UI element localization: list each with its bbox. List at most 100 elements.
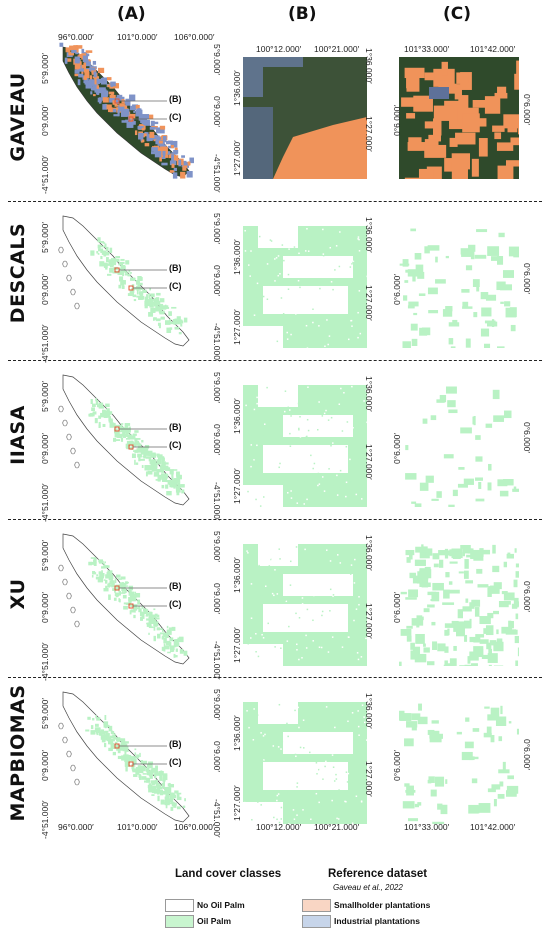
detail-map-b — [243, 385, 367, 507]
callout-label-b: (B) — [169, 263, 182, 273]
legend-swatch-oil-palm — [165, 915, 194, 928]
legend-land-cover-title: Land cover classes — [175, 868, 282, 880]
a-right-lat: -4°51.000′ — [212, 154, 222, 193]
b-right-lat: 1°27.000′ — [364, 761, 374, 797]
detail-map-c — [399, 226, 519, 348]
a-right-lat: 5°9.000′ — [212, 689, 222, 720]
row-separator-1 — [8, 201, 542, 202]
detail-map-c — [399, 702, 519, 824]
detail-map-c — [399, 544, 519, 666]
c-top-lon-1: 101°33.000′ — [404, 44, 450, 54]
c-right-lat: 0°6.000′ — [522, 94, 532, 125]
callout-label-c: (C) — [169, 281, 182, 291]
a-left-lat: 0°9.000′ — [40, 274, 50, 305]
column-a-header: (A) — [117, 4, 146, 24]
c-right-lat: 0°6.000′ — [522, 263, 532, 294]
b-left-lat: 1°27.000′ — [232, 140, 242, 176]
a-right-lat: 0°9.000′ — [212, 265, 222, 296]
b-left-lat: 1°36.000′ — [232, 239, 242, 275]
a-right-lat: 0°9.000′ — [212, 741, 222, 772]
a-bottom-lon-1: 96°0.000′ — [58, 822, 94, 832]
row-label-gaveau: GAVEAU — [7, 72, 29, 162]
c-bottom-lon-2: 101°42.000′ — [470, 822, 516, 832]
b-right-lat: 1°36.000′ — [364, 693, 374, 729]
row-label-iiasa: IIASA — [7, 405, 29, 465]
a-left-lat: 5°9.000′ — [40, 381, 50, 412]
a-left-lat: -4°51.000′ — [40, 155, 50, 194]
b-left-lat: 1°36.000′ — [232, 398, 242, 434]
detail-map-c — [399, 385, 519, 507]
callout-label-b: (B) — [169, 739, 182, 749]
b-right-lat: 1°27.000′ — [364, 444, 374, 480]
a-left-lat: 0°9.000′ — [40, 105, 50, 136]
row-label-xu: XU — [7, 578, 29, 610]
a-bottom-lon-2: 101°0.000′ — [117, 822, 158, 832]
a-right-lat: -4°51.000′ — [212, 799, 222, 838]
a-left-lat: 5°9.000′ — [40, 53, 50, 84]
a-right-lat: 0°9.000′ — [212, 424, 222, 455]
a-right-lat: 0°9.000′ — [212, 96, 222, 127]
overview-map-sumatra — [55, 369, 215, 519]
a-left-lat: 0°9.000′ — [40, 433, 50, 464]
a-top-lon-1: 96°0.000′ — [58, 32, 94, 42]
callout-label-c: (C) — [169, 599, 182, 609]
c-left-lat: 0°6.000′ — [392, 750, 402, 781]
a-right-lat: 5°9.000′ — [212, 531, 222, 562]
b-top-lon-2: 100°21.000′ — [314, 44, 360, 54]
b-left-lat: 1°27.000′ — [232, 627, 242, 663]
overview-map-sumatra — [55, 686, 215, 836]
callout-label-b: (B) — [169, 581, 182, 591]
b-right-lat: 1°27.000′ — [364, 116, 374, 152]
c-left-lat: 0°6.000′ — [392, 274, 402, 305]
a-right-lat: 5°9.000′ — [212, 44, 222, 75]
c-left-lat: 0°6.000′ — [392, 433, 402, 464]
detail-map-b — [243, 226, 367, 348]
c-right-lat: 0°6.000′ — [522, 422, 532, 453]
c-right-lat: 0°6.000′ — [522, 581, 532, 612]
c-left-lat: 0°6.000′ — [392, 105, 402, 136]
column-b-header: (B) — [288, 4, 317, 24]
row-separator-3 — [8, 519, 542, 520]
b-right-lat: 1°36.000′ — [364, 376, 374, 412]
b-right-lat: 1°36.000′ — [364, 217, 374, 253]
b-left-lat: 1°36.000′ — [232, 557, 242, 593]
detail-map-b — [243, 702, 367, 824]
a-left-lat: 5°9.000′ — [40, 540, 50, 571]
a-left-lat: -4°51.000′ — [40, 642, 50, 681]
c-right-lat: 0°6.000′ — [522, 739, 532, 770]
row-separator-4 — [8, 677, 542, 678]
a-right-lat: 0°9.000′ — [212, 583, 222, 614]
legend-label-no-oil-palm: No Oil Palm — [197, 900, 245, 910]
legend-swatch-no-oil-palm — [165, 899, 194, 912]
b-bottom-lon-2: 100°21.000′ — [314, 822, 360, 832]
a-left-lat: 0°9.000′ — [40, 592, 50, 623]
overview-map-sumatra — [55, 528, 215, 678]
column-c-header: (C) — [443, 4, 472, 24]
a-right-lat: 5°9.000′ — [212, 213, 222, 244]
b-right-lat: 1°36.000′ — [364, 535, 374, 571]
callout-label-c: (C) — [169, 440, 182, 450]
callout-label-c: (C) — [169, 112, 182, 122]
a-right-lat: 5°9.000′ — [212, 372, 222, 403]
b-right-lat: 1°36.000′ — [364, 48, 374, 84]
legend-reference-citation: Gaveau et al., 2022 — [333, 883, 403, 892]
a-top-lon-3: 106°0.000′ — [174, 32, 215, 42]
callout-label-b: (B) — [169, 422, 182, 432]
overview-map-sumatra — [55, 210, 215, 360]
b-left-lat: 1°36.000′ — [232, 70, 242, 106]
a-left-lat: -4°51.000′ — [40, 324, 50, 363]
detail-map-b — [243, 57, 367, 179]
a-right-lat: -4°51.000′ — [212, 323, 222, 362]
legend-label-smallholder: Smallholder plantations — [334, 900, 431, 910]
legend-swatch-smallholder — [302, 899, 331, 912]
a-right-lat: -4°51.000′ — [212, 482, 222, 521]
legend-reference-title: Reference dataset — [328, 868, 428, 880]
c-bottom-lon-1: 101°33.000′ — [404, 822, 450, 832]
callout-label-c: (C) — [169, 757, 182, 767]
row-label-mapbiomas: MAPBIOMAS — [7, 684, 29, 822]
detail-map-b — [243, 544, 367, 666]
a-bottom-lon-3: 106°0.000′ — [174, 822, 215, 832]
a-top-lon-2: 101°0.000′ — [117, 32, 158, 42]
row-label-descals: DESCALS — [7, 222, 29, 324]
callout-label-b: (B) — [169, 94, 182, 104]
